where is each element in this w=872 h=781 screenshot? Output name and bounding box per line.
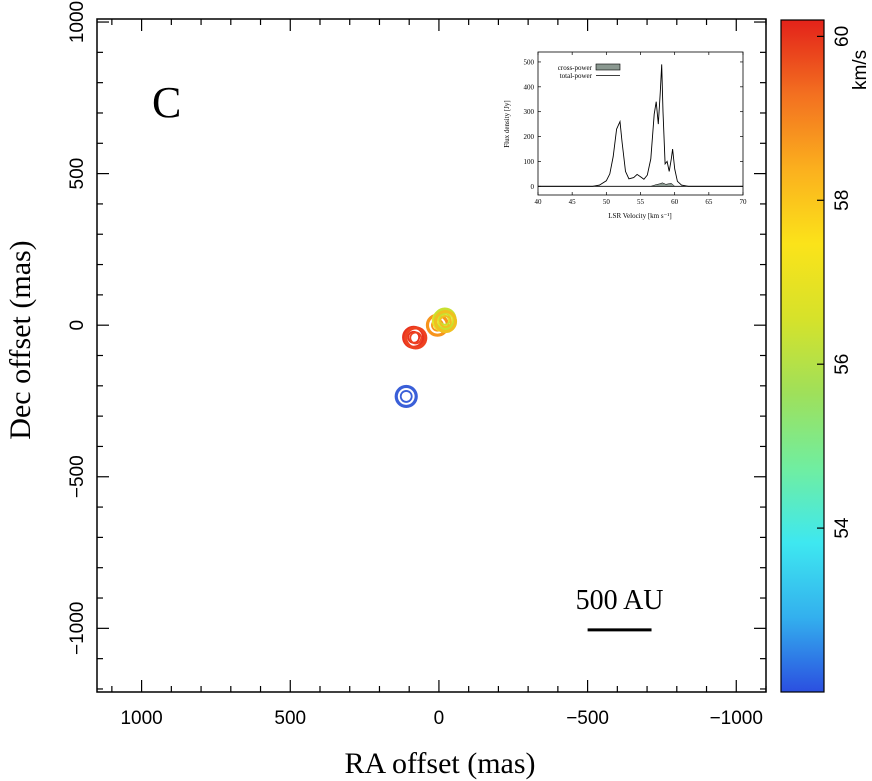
inset-x-tick-label: 70 bbox=[740, 198, 748, 206]
legend-cross-power-label: cross-power bbox=[558, 64, 593, 72]
colorbar-tick-label: 56 bbox=[832, 354, 853, 375]
x-tick-label: −500 bbox=[566, 708, 609, 729]
y-tick-label: −1000 bbox=[67, 602, 88, 655]
y-tick-label: 0 bbox=[67, 320, 88, 331]
inset-x-tick-label: 60 bbox=[671, 198, 679, 206]
inset-y-tick-label: 500 bbox=[524, 58, 535, 66]
y-tick-label: 1000 bbox=[67, 1, 88, 43]
inset-y-tick-label: 100 bbox=[524, 158, 535, 166]
inset-x-tick-label: 40 bbox=[535, 198, 543, 206]
inset-x-tick-label: 65 bbox=[705, 198, 713, 206]
colorbar-tick-label: 60 bbox=[832, 26, 853, 47]
inset-legend: cross-power total-power bbox=[558, 63, 621, 80]
inset-frame bbox=[537, 51, 744, 196]
legend-total-power-label: total-power bbox=[560, 72, 593, 80]
colorbar-tick-label: 58 bbox=[832, 190, 853, 211]
data-points bbox=[394, 307, 458, 409]
inset-y-tick-label: 200 bbox=[524, 133, 535, 141]
y-axis-label: Dec offset (mas) bbox=[4, 240, 37, 439]
maser-spot-inner bbox=[399, 390, 413, 403]
x-axis-label: RA offset (mas) bbox=[344, 747, 535, 780]
x-tick-label: 500 bbox=[274, 708, 306, 729]
maser-spot-inner bbox=[439, 315, 452, 328]
maser-spot bbox=[433, 309, 458, 334]
scale-bar-label: 500 AU bbox=[576, 585, 664, 616]
maser-spot-inner bbox=[409, 331, 423, 345]
inset-spectrum: 40 45 50 55 60 65 70 0 100 200 300 400 500 LSR Velo… bbox=[503, 51, 748, 220]
inset-series-cross-power bbox=[650, 182, 676, 187]
legend-cross-power-swatch bbox=[595, 63, 621, 71]
inset-y-tick-label: 300 bbox=[524, 108, 535, 116]
x-tick-label: 0 bbox=[434, 708, 445, 729]
inset-y-label: Flux density [Jy] bbox=[503, 100, 511, 147]
panel-label: C bbox=[152, 78, 181, 127]
maser-spot bbox=[394, 384, 418, 409]
y-tick-label: 500 bbox=[67, 158, 88, 190]
y-tick-label: −500 bbox=[67, 455, 88, 498]
inset-x-label: LSR Velocity [km s⁻¹] bbox=[608, 212, 671, 220]
inset-x-tick-label: 45 bbox=[569, 198, 577, 206]
inset-series-total-power bbox=[538, 64, 743, 187]
colorbar bbox=[780, 19, 825, 693]
maser-spot bbox=[404, 326, 428, 350]
inset-x-ticks: 40 45 50 55 60 65 70 bbox=[535, 52, 748, 206]
inset-y-ticks: 0 100 200 300 400 500 bbox=[524, 58, 743, 191]
colorbar-unit-label: km/s bbox=[850, 50, 871, 90]
colorbar-ticks: 54 56 58 60 bbox=[817, 26, 853, 539]
x-tick-label: 1000 bbox=[120, 708, 162, 729]
inset-y-tick-label: 0 bbox=[531, 183, 535, 191]
inset-y-tick-label: 400 bbox=[524, 83, 535, 91]
inset-x-tick-label: 50 bbox=[603, 198, 611, 206]
x-tick-label: −1000 bbox=[710, 708, 763, 729]
inset-x-tick-label: 55 bbox=[637, 198, 645, 206]
x-axis-ticks: 1000 500 0 −500 −1000 bbox=[111, 19, 767, 729]
colorbar-tick-label: 54 bbox=[832, 517, 853, 539]
